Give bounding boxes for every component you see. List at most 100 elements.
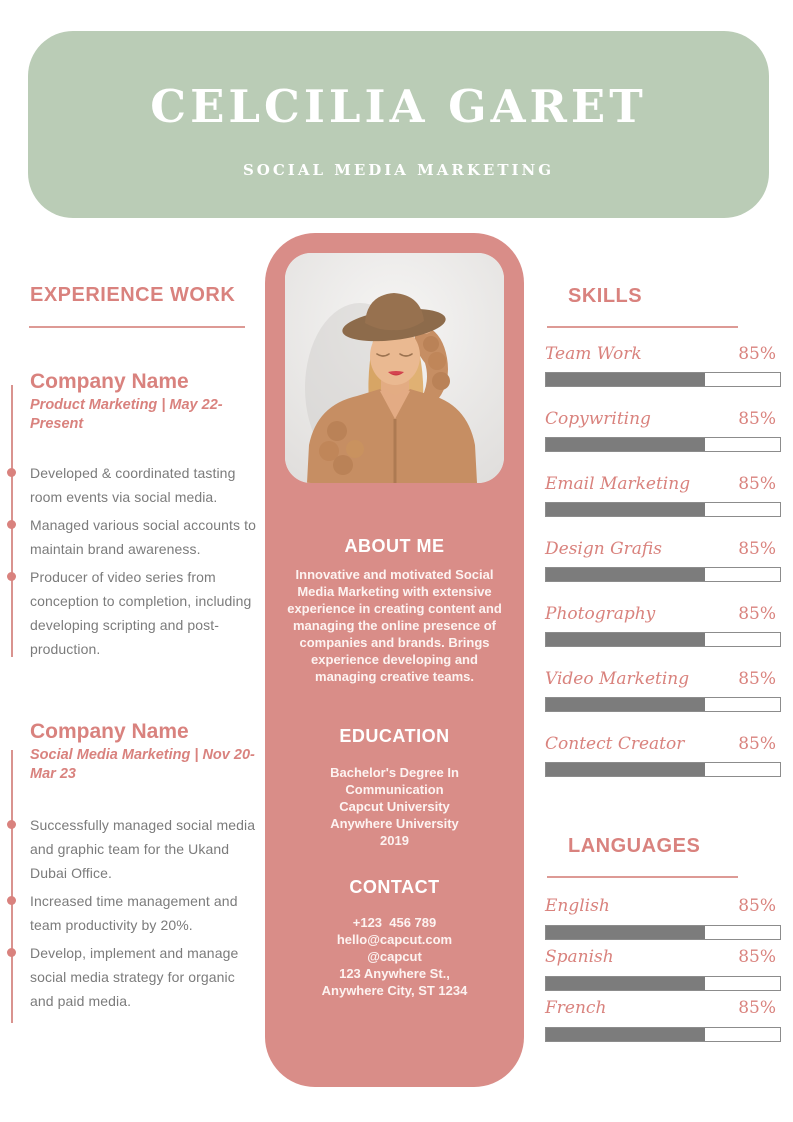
company-name: Company Name xyxy=(30,370,189,393)
language-percentage: 85% xyxy=(738,998,776,1018)
contact-line: Anywhere City, ST 1234 xyxy=(321,983,468,998)
skill-label: Video Marketing xyxy=(545,669,690,689)
skill-item: Video Marketing 85% xyxy=(545,669,781,712)
timeline-line xyxy=(11,750,13,1023)
job-bullet-text: Develop, implement and manage social med… xyxy=(30,945,239,1009)
language-bar-fill xyxy=(546,1028,706,1041)
language-bar-fill xyxy=(546,926,706,939)
job-bullet-text: Successfully managed social media and gr… xyxy=(30,817,256,881)
skill-label: Contect Creator xyxy=(545,734,685,754)
skill-label: Photography xyxy=(545,604,656,624)
job-bullet-list: Developed & coordinated tasting room eve… xyxy=(7,461,262,661)
skill-item: Copywriting 85% xyxy=(545,409,781,452)
language-item: English 85% xyxy=(545,896,781,940)
skill-percentage: 85% xyxy=(738,539,776,559)
skill-label: Team Work xyxy=(545,344,642,364)
skill-label: Design Grafis xyxy=(545,539,662,559)
experience-entry: Company Name Social Media Marketing | No… xyxy=(0,720,262,1023)
skill-bar-track xyxy=(545,502,781,517)
skill-percentage: 85% xyxy=(738,474,776,494)
language-item: Spanish 85% xyxy=(545,947,781,991)
job-bullet-text: Producer of video series from conception… xyxy=(30,569,252,657)
skills-heading: SKILLS xyxy=(568,285,643,307)
skills-divider xyxy=(547,326,738,328)
language-bar-track xyxy=(545,1027,781,1042)
profile-panel: ABOUT ME Innovative and motivated Social… xyxy=(265,233,524,1087)
language-percentage: 85% xyxy=(738,896,776,916)
profile-photo-illustration xyxy=(285,253,504,483)
person-role: SOCIAL MEDIA MARKETING xyxy=(242,161,555,179)
language-label: English xyxy=(545,896,610,916)
experience-heading: EXPERIENCE WORK xyxy=(30,284,236,306)
job-bullet: Increased time management and team produ… xyxy=(7,889,262,937)
job-bullet-list: Successfully managed social media and gr… xyxy=(7,813,262,1013)
timeline-dot xyxy=(7,572,16,581)
timeline-dot xyxy=(7,896,16,905)
language-percentage: 85% xyxy=(738,947,776,967)
skill-bar-fill xyxy=(546,763,706,776)
language-bar-fill xyxy=(546,977,706,990)
education-line: 2019 xyxy=(380,833,409,848)
language-label: French xyxy=(545,998,607,1018)
timeline-dot xyxy=(7,820,16,829)
skill-bar-fill xyxy=(546,568,706,581)
skill-bar-track xyxy=(545,437,781,452)
skill-item: Design Grafis 85% xyxy=(545,539,781,582)
education-line: Capcut University xyxy=(339,799,450,814)
skill-item: Contect Creator 85% xyxy=(545,734,781,777)
education-line: Anywhere University xyxy=(330,816,459,831)
education-line: Bachelor's Degree In Communication xyxy=(330,765,463,797)
skill-item: Email Marketing 85% xyxy=(545,474,781,517)
education-heading: EDUCATION xyxy=(339,726,450,746)
job-bullet: Producer of video series from conception… xyxy=(7,565,262,661)
job-title-dates: Social Media Marketing | Nov 20-Mar 23 xyxy=(30,747,255,782)
skill-percentage: 85% xyxy=(738,344,776,364)
job-bullet: Develop, implement and manage social med… xyxy=(7,941,262,1013)
skill-percentage: 85% xyxy=(738,669,776,689)
skill-label: Copywriting xyxy=(545,409,651,429)
skill-bar-track xyxy=(545,762,781,777)
contact-heading: CONTACT xyxy=(349,877,440,897)
skill-bar-track xyxy=(545,632,781,647)
timeline-dot xyxy=(7,948,16,957)
job-bullet-text: Managed various social accounts to maint… xyxy=(30,517,256,557)
language-bar-track xyxy=(545,976,781,991)
skill-bar-track xyxy=(545,697,781,712)
job-bullet: Managed various social accounts to maint… xyxy=(7,513,262,561)
skill-item: Team Work 85% xyxy=(545,344,781,387)
skill-item: Photography 85% xyxy=(545,604,781,647)
timeline-dot xyxy=(7,468,16,477)
education-lines: Bachelor's Degree In Communication Capcut… xyxy=(280,764,509,849)
job-title-dates: Product Marketing | May 22-Present xyxy=(30,397,223,432)
contact-line: +123 456 789 xyxy=(352,915,437,930)
languages-list: English 85% Spanish 85% Fren xyxy=(545,896,781,1049)
skill-label: Email Marketing xyxy=(545,474,691,494)
about-text: Innovative and motivated Social Media Ma… xyxy=(287,567,502,684)
languages-divider xyxy=(547,876,738,878)
experience-entry: Company Name Product Marketing | May 22-… xyxy=(0,370,262,665)
skill-bar-track xyxy=(545,372,781,387)
contact-line: @capcut xyxy=(367,949,422,964)
job-bullet-text: Increased time management and team produ… xyxy=(30,893,238,933)
language-label: Spanish xyxy=(545,947,614,967)
profile-photo xyxy=(285,253,504,483)
skill-bar-fill xyxy=(546,373,706,386)
job-bullet: Developed & coordinated tasting room eve… xyxy=(7,461,262,509)
person-name: CELCILIA GARET xyxy=(150,80,647,133)
experience-divider xyxy=(29,326,245,328)
contact-line: 123 Anywhere St., xyxy=(339,966,450,981)
language-bar-track xyxy=(545,925,781,940)
about-heading: ABOUT ME xyxy=(344,536,445,556)
job-bullet-text: Developed & coordinated tasting room eve… xyxy=(30,465,236,505)
timeline-dot xyxy=(7,520,16,529)
company-name: Company Name xyxy=(30,720,189,743)
contact-line: hello@capcut.com xyxy=(336,932,453,947)
languages-heading: LANGUAGES xyxy=(568,835,701,857)
skill-percentage: 85% xyxy=(738,409,776,429)
skill-percentage: 85% xyxy=(738,604,776,624)
skill-bar-fill xyxy=(546,698,706,711)
skill-bar-fill xyxy=(546,503,706,516)
skills-list: Team Work 85% Copywriting 85% xyxy=(545,344,781,799)
job-bullet: Successfully managed social media and gr… xyxy=(7,813,262,885)
